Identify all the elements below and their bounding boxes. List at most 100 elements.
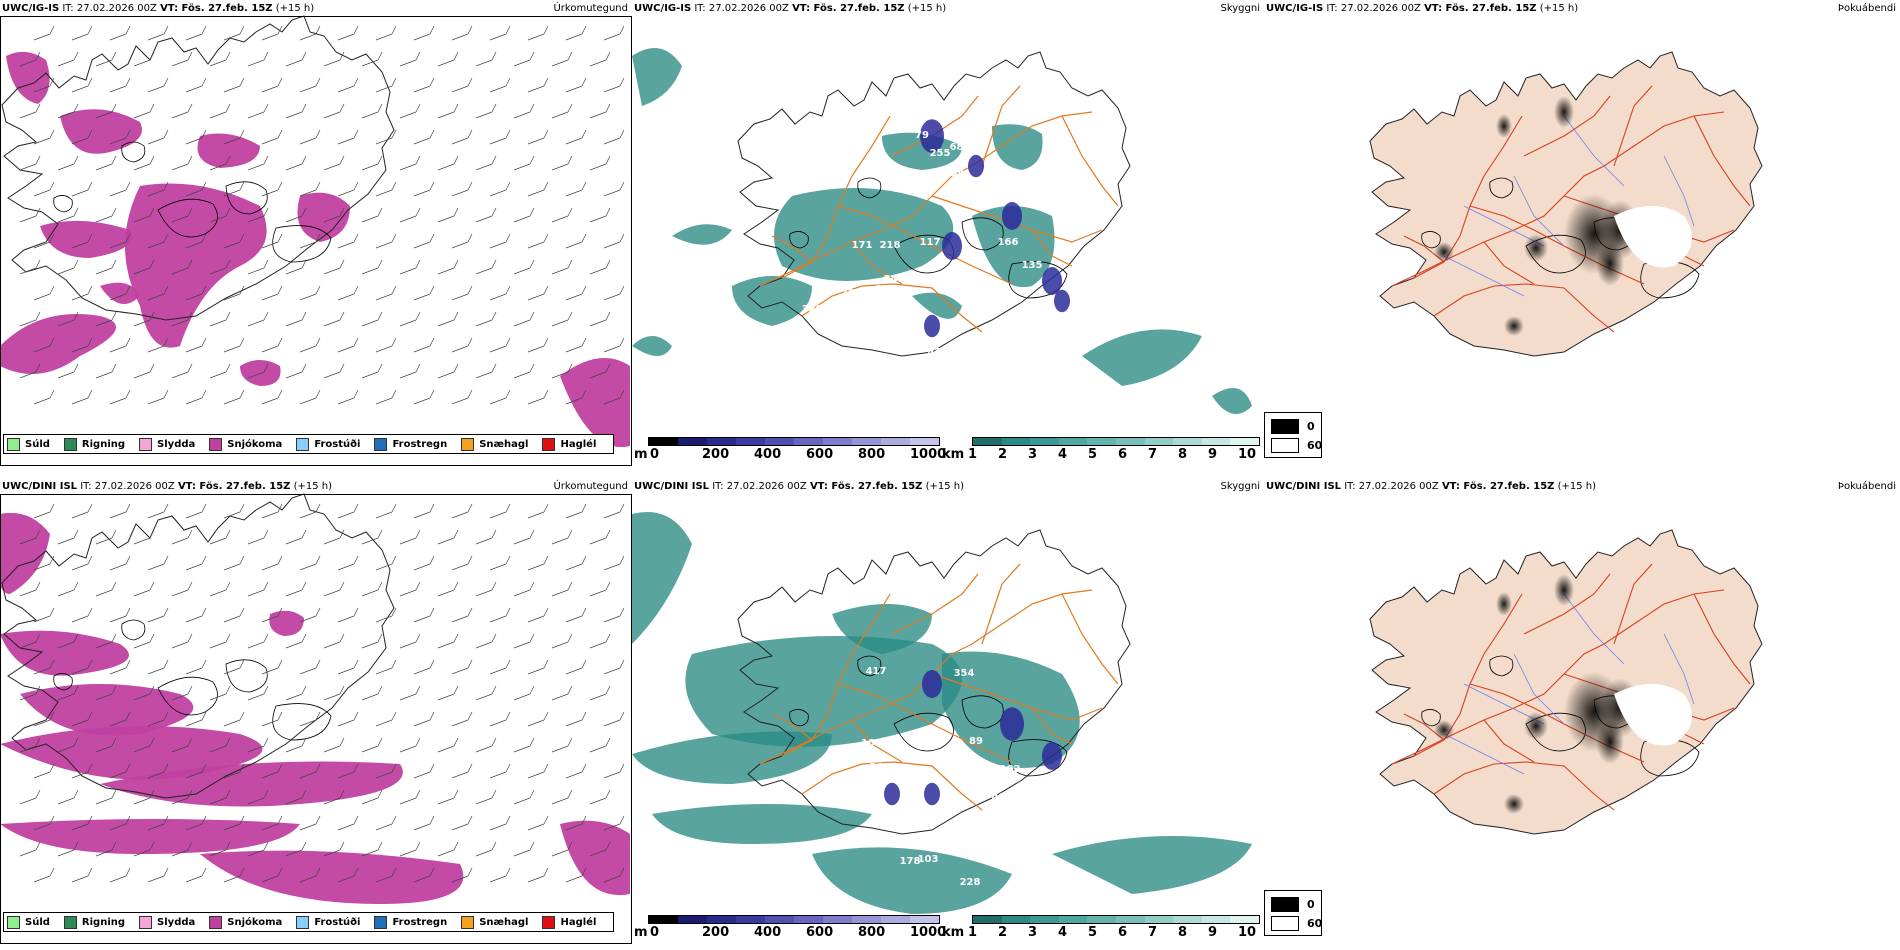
- low-ceiling-area: [942, 232, 962, 260]
- wind-barb: [223, 25, 245, 41]
- visibility-tick: 7: [1148, 447, 1158, 462]
- wind-barb: [171, 155, 193, 171]
- road: [851, 719, 903, 763]
- wind-barb: [95, 737, 117, 753]
- wind-barb: [361, 789, 383, 805]
- snow-area: [560, 358, 630, 448]
- wind-barb: [475, 737, 497, 753]
- low-visibility-area: [632, 336, 672, 356]
- wind-barb: [95, 841, 117, 857]
- wind-barb: [361, 51, 383, 67]
- wind-barb: [57, 259, 79, 275]
- wind-barb: [565, 77, 587, 93]
- wind-barb: [185, 285, 207, 301]
- wind-barb: [399, 155, 421, 171]
- legend-swatch: [374, 437, 388, 451]
- wind-barb: [57, 685, 79, 701]
- wind-barb: [71, 285, 93, 301]
- wind-barb: [95, 363, 117, 379]
- wind-barb: [475, 207, 497, 223]
- snow-area: [560, 820, 630, 896]
- snow-area: [0, 726, 263, 780]
- wind-barb: [33, 711, 55, 727]
- colorbar-step: [1030, 916, 1059, 923]
- road: [1523, 95, 1611, 157]
- low-ceiling-area: [924, 782, 940, 806]
- road: [771, 235, 813, 263]
- wind-barb: [489, 389, 511, 405]
- wind-barb: [247, 51, 269, 67]
- legend-label: Súld: [25, 916, 50, 928]
- colorbar-step: [1115, 916, 1145, 923]
- wind-barb: [361, 103, 383, 119]
- wind-barb: [527, 285, 549, 301]
- wind-barb: [513, 529, 535, 545]
- wind-barb: [133, 207, 155, 223]
- legend-label: Snæhagl: [479, 438, 529, 450]
- panel-header: UWC/IG-IS IT: 27.02.2026 00Z VT: Fös. 27…: [2, 3, 314, 14]
- road: [981, 563, 1021, 645]
- lead-time: (+15 h): [275, 3, 315, 14]
- wind-barb: [285, 363, 307, 379]
- wind-barb: [285, 841, 307, 857]
- wind-barb: [323, 529, 345, 545]
- visibility-unit: km: [942, 447, 965, 462]
- wind-barb: [185, 77, 207, 93]
- wind-barb: [413, 867, 435, 883]
- glacier-outline: [121, 141, 146, 163]
- wind-barb: [109, 711, 131, 727]
- wind-barb: [133, 51, 155, 67]
- panel-header: UWC/DINI ISL IT: 27.02.2026 00Z VT: Fös.…: [634, 481, 964, 492]
- glacier-outline: [857, 655, 882, 677]
- wind-barb: [451, 337, 473, 353]
- wind-barb: [19, 207, 41, 223]
- river: [1563, 115, 1625, 187]
- wind-barb: [589, 633, 611, 649]
- wind-barb: [451, 77, 473, 93]
- wind-barb: [527, 659, 549, 675]
- colorbar-step: [794, 438, 823, 445]
- colorbar-step: [1201, 438, 1231, 445]
- wind-barb: [551, 103, 573, 119]
- ceiling-value-label: 103: [918, 854, 939, 865]
- ceiling-value-label: 52: [1047, 816, 1061, 827]
- wind-barb: [375, 25, 397, 41]
- wind-barb: [551, 685, 573, 701]
- colorbar-step: [649, 438, 678, 445]
- wind-barb: [489, 77, 511, 93]
- legend-swatch: [63, 915, 77, 929]
- wind-barb: [437, 363, 459, 379]
- legend-label: Frostúði: [314, 438, 361, 450]
- wind-barb: [71, 25, 93, 41]
- wind-barb: [133, 789, 155, 805]
- wind-barb: [171, 259, 193, 275]
- wind-barb: [413, 555, 435, 571]
- wind-barb: [133, 259, 155, 275]
- wind-barb: [513, 259, 535, 275]
- wind-barb: [147, 555, 169, 571]
- wind-barb: [323, 103, 345, 119]
- low-visibility-area: [632, 48, 682, 106]
- wind-barb: [209, 529, 231, 545]
- colorbar-step: [765, 916, 794, 923]
- wind-barb: [223, 711, 245, 727]
- snow-area: [297, 192, 350, 242]
- glacier-outline: [225, 181, 268, 215]
- wind-barb: [527, 503, 549, 519]
- wind-barb: [451, 659, 473, 675]
- model-name: UWC/DINI ISL: [634, 481, 710, 492]
- ceiling-value-label: 171: [852, 240, 873, 251]
- panel-header: UWC/IG-IS IT: 27.02.2026 00Z VT: Fös. 27…: [634, 3, 946, 14]
- wind-barb: [33, 233, 55, 249]
- wind-barb: [109, 25, 131, 41]
- wind-barb: [299, 181, 321, 197]
- ceiling-colorbar-bar: [648, 915, 940, 924]
- wind-barb: [147, 129, 169, 145]
- wind-barb: [375, 763, 397, 779]
- precip-type-legend: Súld Rigning Slydda Snjókoma Frostúði Fr…: [3, 912, 615, 932]
- wind-barb: [475, 841, 497, 857]
- wind-barb: [565, 233, 587, 249]
- wind-barb: [247, 581, 269, 597]
- wind-barb: [147, 181, 169, 197]
- glacier-outline: [1489, 655, 1514, 677]
